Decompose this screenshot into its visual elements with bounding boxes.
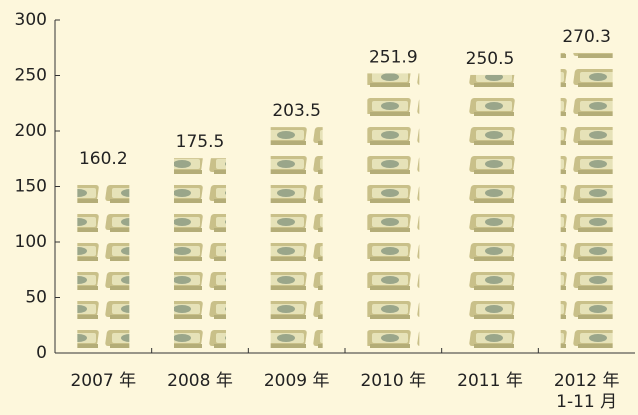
y-tick-label: 300 (15, 10, 47, 30)
x-tick-label: 2008 年 (167, 371, 233, 391)
y-tick-label: 0 (36, 343, 47, 363)
x-tick-label: 2012 年 1-11 月 (553, 371, 620, 412)
y-tick-label: 150 (15, 177, 47, 197)
y-tick-label: 100 (15, 232, 47, 252)
x-tick-label: 2009 年 (263, 371, 330, 391)
value-label: 270.3 (562, 27, 611, 47)
bar (560, 52, 613, 353)
y-tick-label: 250 (15, 66, 47, 86)
value-label: 175.5 (176, 132, 225, 152)
value-label: 251.9 (369, 47, 418, 67)
value-label: 250.5 (466, 49, 515, 69)
bar (464, 74, 516, 353)
x-tick-label: 2010 年 (360, 371, 427, 391)
bar (270, 127, 323, 354)
value-label: 160.2 (79, 149, 128, 169)
y-tick-label: 50 (25, 288, 47, 308)
x-tick-label: 2011 年 (457, 371, 523, 391)
x-tick-label: 2007 年 (70, 371, 137, 391)
y-tick-label: 200 (15, 121, 47, 141)
bar (174, 158, 226, 353)
bar (367, 73, 420, 354)
bar (77, 175, 130, 353)
value-label: 203.5 (272, 101, 321, 121)
